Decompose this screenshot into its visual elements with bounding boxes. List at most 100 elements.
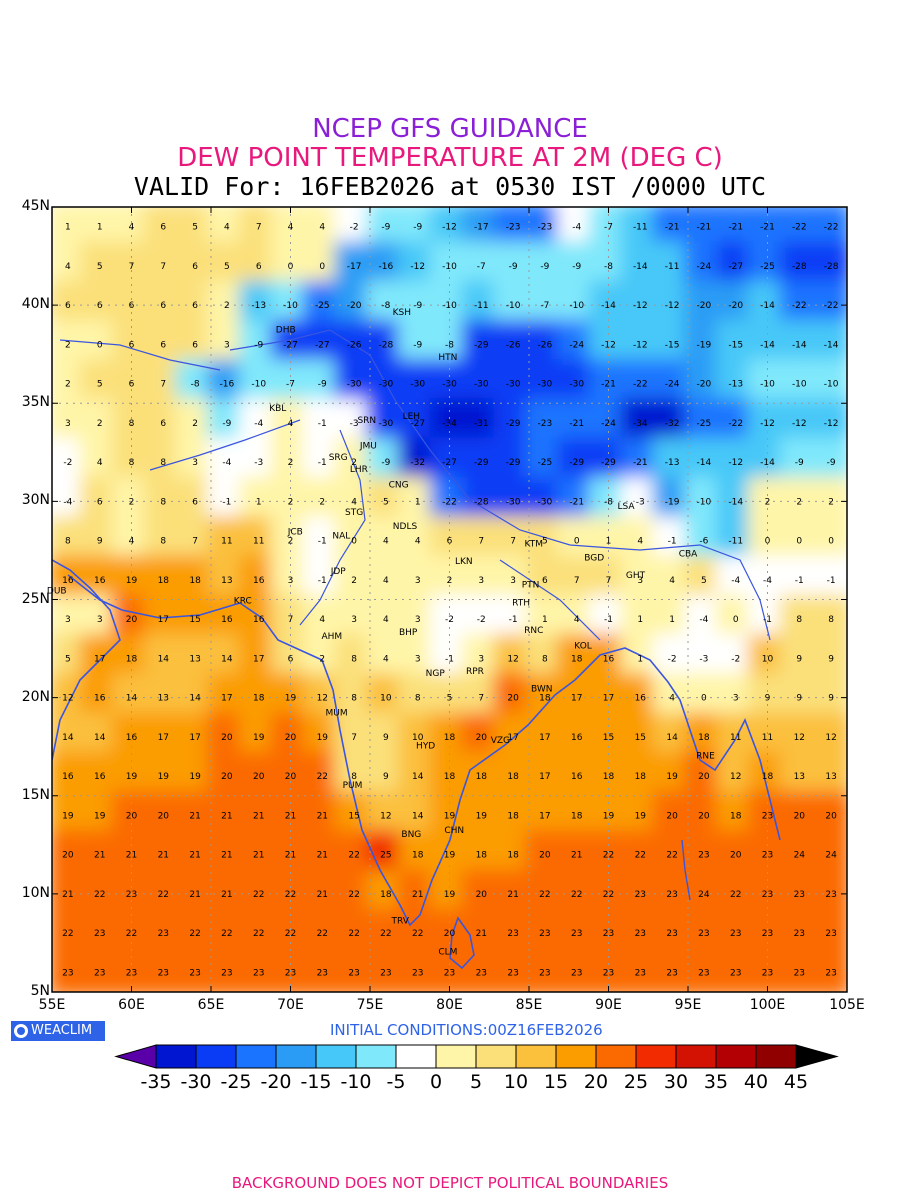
grid-value: 0 <box>733 615 739 625</box>
grid-value: -21 <box>569 497 584 507</box>
grid-value: -20 <box>728 301 743 311</box>
colorbar-swatch <box>675 1044 717 1069</box>
grid-value: 22 <box>348 851 359 861</box>
field-cell <box>811 947 847 992</box>
grid-value: 7 <box>606 576 612 586</box>
grid-value: 19 <box>94 811 106 821</box>
grid-value: 17 <box>253 654 264 664</box>
colorbar-high-arrow <box>795 1044 839 1069</box>
grid-value: -9 <box>381 223 390 233</box>
grid-value: 23 <box>666 890 677 900</box>
grid-value: 22 <box>412 929 423 939</box>
grid-value: -22 <box>633 380 648 390</box>
grid-value: 0 <box>97 340 103 350</box>
grid-value: 23 <box>412 968 423 978</box>
grid-value: 3 <box>65 615 71 625</box>
grid-value: 22 <box>253 890 264 900</box>
grid-value: 21 <box>253 851 264 861</box>
grid-value: -15 <box>665 340 680 350</box>
grid-value: -28 <box>824 262 839 272</box>
grid-value: 17 <box>539 772 550 782</box>
grid-value: 23 <box>158 929 169 939</box>
grid-value: 21 <box>285 851 296 861</box>
grid-value: 11 <box>730 733 741 743</box>
grid-value: -9 <box>827 458 836 468</box>
grid-value: 5 <box>224 262 230 272</box>
city-label-ndls: NDLS <box>393 522 418 532</box>
grid-value: 23 <box>762 851 773 861</box>
grid-value: -20 <box>697 301 712 311</box>
grid-value: 9 <box>828 654 834 664</box>
title-line-1: NCEP GFS GUIDANCE <box>312 114 588 144</box>
grid-value: -24 <box>601 419 616 429</box>
grid-value: -9 <box>413 340 422 350</box>
grid-value: -30 <box>379 380 394 390</box>
grid-value: -30 <box>347 380 362 390</box>
grid-value: 18 <box>507 772 519 782</box>
city-label-pum: PUM <box>343 781 363 791</box>
grid-value: -1 <box>795 576 804 586</box>
lon-label: 75E <box>356 997 384 1013</box>
grid-value: 21 <box>126 851 137 861</box>
indian-coastline <box>67 574 781 927</box>
grid-value: 23 <box>762 968 773 978</box>
grid-value: 22 <box>571 890 582 900</box>
grid-value: -16 <box>220 380 235 390</box>
grid-value: 0 <box>796 537 802 547</box>
grid-value: 10 <box>380 694 392 704</box>
grid-value: -30 <box>442 380 457 390</box>
grid-value: -9 <box>509 262 518 272</box>
city-label-hyd: HYD <box>416 742 435 752</box>
city-label-bng: BNG <box>401 830 421 840</box>
grid-value: -12 <box>633 301 648 311</box>
grid-value: -2 <box>350 223 359 233</box>
grid-value: -25 <box>697 419 712 429</box>
grid-value: -19 <box>665 497 680 507</box>
grid-value: 23 <box>825 929 836 939</box>
city-label-cng: CNG <box>389 481 409 491</box>
grid-value: -10 <box>506 301 521 311</box>
grid-value: -1 <box>222 497 231 507</box>
city-label-stg: STG <box>345 508 363 518</box>
grid-value: -27 <box>315 340 330 350</box>
grid-value: 10 <box>762 654 774 664</box>
colorbar-swatch <box>195 1044 237 1069</box>
disclaimer: BACKGROUND DOES NOT DEPICT POLITICAL BOU… <box>231 1174 669 1192</box>
grid-value: 23 <box>794 890 805 900</box>
city-label-dub: DUB <box>47 587 67 597</box>
grid-value: -9 <box>254 340 263 350</box>
grid-value: 23 <box>317 968 328 978</box>
grid-value: 22 <box>603 851 614 861</box>
grid-value: 11 <box>762 733 773 743</box>
grid-value: 14 <box>412 811 424 821</box>
grid-value: 22 <box>380 929 391 939</box>
grid-value: 22 <box>317 929 328 939</box>
grid-value: -28 <box>379 340 394 350</box>
grid-value: -12 <box>601 340 616 350</box>
grid-value: 12 <box>62 694 73 704</box>
grid-value: 16 <box>603 654 615 664</box>
grid-value: 17 <box>603 694 614 704</box>
grid-value: 3 <box>510 576 516 586</box>
city-label-chn: CHN <box>444 826 464 836</box>
grid-value: 12 <box>317 694 328 704</box>
grid-value: 14 <box>189 694 201 704</box>
borders <box>59 329 771 641</box>
lat-label: 45N <box>21 198 50 214</box>
grid-value: 18 <box>698 733 710 743</box>
grid-value: 1 <box>637 654 643 664</box>
grid-value: -12 <box>633 340 648 350</box>
grid-value: -4 <box>699 615 708 625</box>
grid-value: -10 <box>824 380 839 390</box>
grid-value: -1 <box>318 458 327 468</box>
grid-value: 23 <box>189 968 200 978</box>
grid-value: 20 <box>221 772 233 782</box>
grid-value: -22 <box>728 419 743 429</box>
grid-value: 4 <box>383 537 389 547</box>
grid-value: -9 <box>540 262 549 272</box>
grid-value: 20 <box>507 694 519 704</box>
grid-value: 23 <box>348 968 359 978</box>
grid-value: -30 <box>410 380 425 390</box>
grid-value: 9 <box>796 694 802 704</box>
